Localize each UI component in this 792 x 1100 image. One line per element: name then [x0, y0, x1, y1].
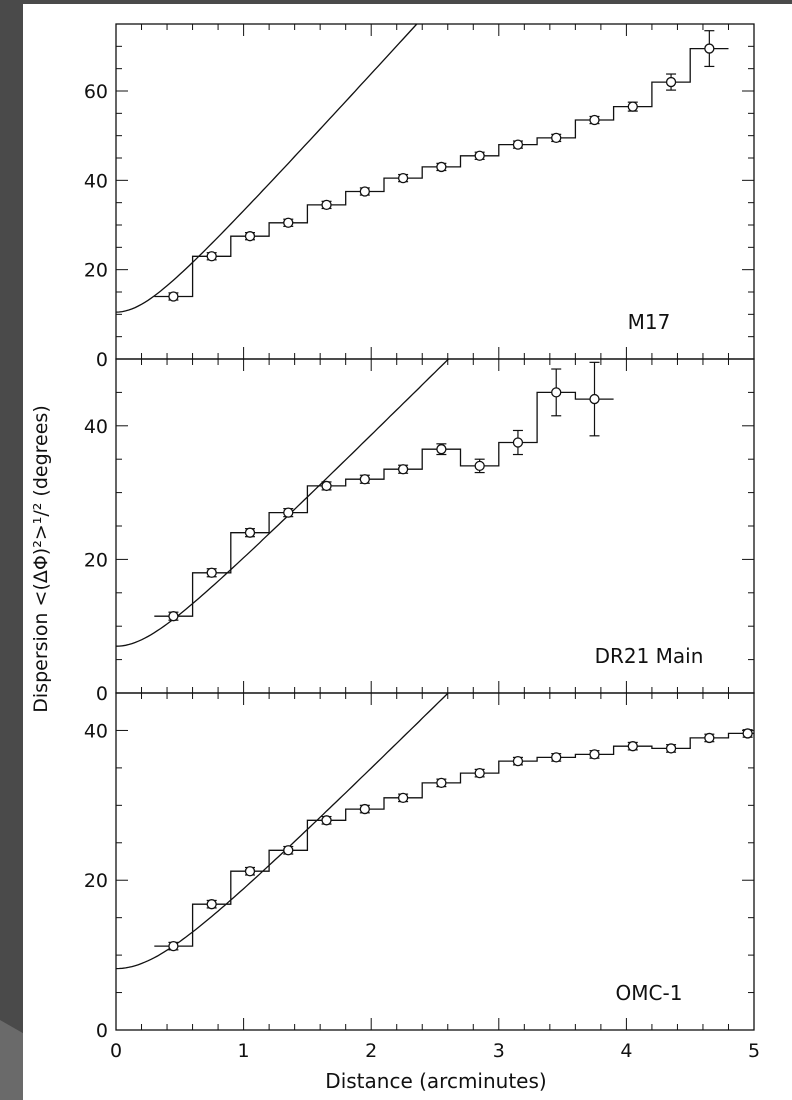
x-axis: 0 1 2 3 4 5: [110, 1040, 760, 1062]
data-point: [397, 792, 409, 803]
fit-curve: [116, 24, 418, 313]
data-point: [436, 777, 447, 789]
y-tick-label: 60: [84, 81, 108, 103]
panel-label: DR21 Main: [595, 644, 704, 668]
data-point: [359, 803, 370, 815]
y-tick-label: 20: [84, 260, 108, 282]
y-tick-label: 20: [84, 870, 108, 892]
data-point: [512, 139, 524, 150]
data-point: [168, 940, 179, 952]
data-point: [665, 743, 677, 754]
y-tick-label: 40: [84, 720, 108, 742]
data-point: [244, 527, 256, 538]
data-point: [397, 464, 409, 475]
x-tick-label: 4: [620, 1040, 632, 1062]
fit-curve: [116, 693, 450, 970]
data-point: [742, 728, 753, 739]
data-point: [665, 76, 677, 88]
data-point: [704, 732, 715, 744]
data-point: [551, 387, 562, 398]
data-point: [589, 749, 600, 760]
data-point: [551, 132, 562, 144]
data-point: [321, 480, 332, 492]
y-tick-label: 40: [84, 416, 108, 438]
data-point: [206, 567, 217, 578]
y-tick-label: 0: [96, 349, 108, 371]
data-point: [589, 114, 600, 126]
data-point: [206, 251, 217, 262]
panel-1: 0 20 40 DR21 Main: [84, 358, 755, 705]
panel-frame: [115, 358, 755, 694]
y-tick-label: 20: [84, 549, 108, 571]
fit-curve: [116, 359, 450, 647]
y-tick-label: 40: [84, 170, 108, 192]
data-point: [283, 507, 294, 518]
data-point: [283, 845, 294, 856]
chart-svg: 0 20 40 60 M17 0 20 40 DR21 Main 0 20 40 OMC-1 0 1 2 3 4…: [30, 23, 760, 1093]
data-point: [704, 43, 715, 54]
data-point: [474, 460, 485, 472]
figure-card: 0 20 40 60 M17 0 20 40 DR21 Main 0 20 40 OMC-1 0 1 2 3 4…: [23, 4, 792, 1100]
y-tick-label: 0: [96, 683, 108, 705]
data-point: [436, 444, 447, 455]
step-line: [154, 391, 614, 617]
y-axis-label: Dispersion <(ΔΦ)²>¹/² (degrees): [30, 405, 52, 712]
data-point: [474, 767, 485, 779]
panel-frame: [115, 23, 755, 360]
y-tick-label: 0: [96, 1020, 108, 1042]
panel-2: 0 20 40 OMC-1: [84, 692, 755, 1042]
data-point: [589, 393, 600, 405]
data-point: [512, 755, 524, 767]
panel-frame: [115, 692, 755, 1031]
data-point: [244, 231, 256, 242]
data-point: [283, 217, 294, 228]
x-tick-label: 1: [238, 1040, 250, 1062]
x-tick-label: 3: [493, 1040, 505, 1062]
step-line: [154, 47, 729, 298]
data-point: [512, 437, 524, 448]
data-point: [627, 741, 638, 752]
data-point: [627, 101, 638, 112]
data-point: [397, 172, 409, 184]
step-line: [154, 732, 754, 947]
panel-label: OMC-1: [616, 981, 683, 1005]
data-point: [359, 186, 370, 197]
data-point: [436, 161, 447, 173]
data-point: [206, 899, 217, 910]
panels-group: 0 20 40 60 M17 0 20 40 DR21 Main 0 20 40 OMC-1: [84, 23, 755, 1042]
x-axis-label: Distance (arcminutes): [325, 1069, 546, 1093]
data-point: [321, 815, 332, 826]
x-tick-label: 5: [748, 1040, 760, 1062]
x-tick-label: 0: [110, 1040, 122, 1062]
data-point: [321, 199, 332, 211]
data-point: [244, 866, 256, 877]
panel-0: 0 20 40 60 M17: [84, 23, 755, 371]
data-point: [551, 752, 562, 763]
panel-label: M17: [628, 310, 671, 334]
data-point: [474, 150, 485, 161]
x-tick-label: 2: [365, 1040, 377, 1062]
data-point: [168, 291, 179, 302]
data-point: [359, 474, 370, 485]
data-point: [168, 611, 179, 622]
